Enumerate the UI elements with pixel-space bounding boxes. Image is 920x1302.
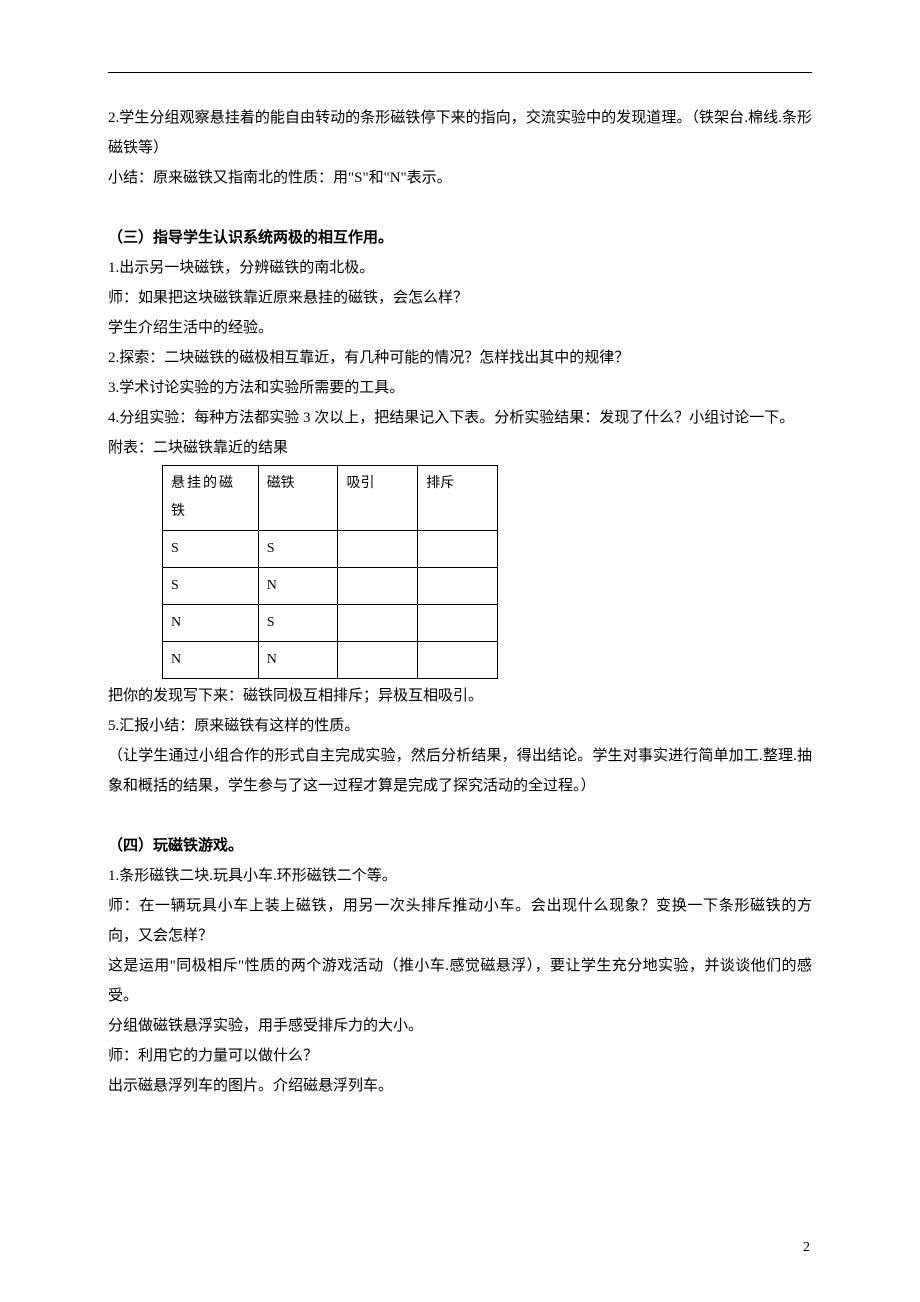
body-paragraph: 5.汇报小结：原来磁铁有这样的性质。: [108, 711, 812, 741]
body-paragraph: 2.学生分组观察悬挂着的能自由转动的条形磁铁停下来的指向，交流实验中的发现道理。…: [108, 103, 812, 163]
body-paragraph: 把你的发现写下来：磁铁同极互相排斥；异极互相吸引。: [108, 681, 812, 711]
section-3-header: （三）指导学生认识系统两极的相互作用。: [108, 223, 812, 253]
body-paragraph: 分组做磁铁悬浮实验，用手感受排斥力的大小。: [108, 1011, 812, 1041]
table-row: N S: [163, 605, 498, 642]
body-paragraph: 出示磁悬浮列车的图片。介绍磁悬浮列车。: [108, 1071, 812, 1101]
table-cell: N: [258, 568, 338, 605]
body-paragraph: 学生介绍生活中的经验。: [108, 313, 812, 343]
body-paragraph: 小结：原来磁铁又指南北的性质：用"S"和"N"表示。: [108, 163, 812, 193]
body-paragraph: 师：在一辆玩具小车上装上磁铁，用另一次头排斥推动小车。会出现什么现象？变换一下条…: [108, 891, 812, 951]
table-cell: [338, 642, 418, 679]
blank-line: [108, 193, 812, 223]
table-cell: N: [258, 642, 338, 679]
table-cell: [418, 568, 498, 605]
table-header-cell: 吸引: [338, 466, 418, 531]
page-number: 2: [803, 1234, 810, 1262]
results-table: 悬挂的磁铁 磁铁 吸引 排斥 S S S N N S: [162, 465, 498, 679]
section-4-header: （四）玩磁铁游戏。: [108, 831, 812, 861]
top-rule: [108, 72, 812, 73]
table-cell: S: [258, 605, 338, 642]
body-paragraph: 这是运用"同极相斥"性质的两个游戏活动（推小车.感觉磁悬浮），要让学生充分地实验…: [108, 951, 812, 1011]
table-row: N N: [163, 642, 498, 679]
table-cell: [338, 531, 418, 568]
body-paragraph: 3.学术讨论实验的方法和实验所需要的工具。: [108, 373, 812, 403]
table-header-cell: 排斥: [418, 466, 498, 531]
table-cell: [418, 605, 498, 642]
table-cell: [418, 531, 498, 568]
body-paragraph: （让学生通过小组合作的形式自主完成实验，然后分析结果，得出结论。学生对事实进行简…: [108, 741, 812, 801]
body-paragraph: 4.分组实验：每种方法都实验 3 次以上，把结果记入下表。分析实验结果：发现了什…: [108, 403, 812, 433]
table-cell: [338, 568, 418, 605]
body-paragraph: 1.条形磁铁二块.玩具小车.环形磁铁二个等。: [108, 861, 812, 891]
body-paragraph: 附表：二块磁铁靠近的结果: [108, 433, 812, 463]
body-paragraph: 2.探索：二块磁铁的磁极相互靠近，有几种可能的情况？怎样找出其中的规律？: [108, 343, 812, 373]
body-paragraph: 师：如果把这块磁铁靠近原来悬挂的磁铁，会怎么样？: [108, 283, 812, 313]
table-cell: S: [163, 531, 259, 568]
table-cell: S: [163, 568, 259, 605]
table-header-row: 悬挂的磁铁 磁铁 吸引 排斥: [163, 466, 498, 531]
table-header-cell: 悬挂的磁铁: [163, 466, 259, 531]
page-content: 2.学生分组观察悬挂着的能自由转动的条形磁铁停下来的指向，交流实验中的发现道理。…: [0, 0, 920, 1151]
body-paragraph: 师：利用它的力量可以做什么？: [108, 1041, 812, 1071]
table-header-cell: 磁铁: [258, 466, 338, 531]
table-cell: S: [258, 531, 338, 568]
body-paragraph: 1.出示另一块磁铁，分辨磁铁的南北极。: [108, 253, 812, 283]
results-table-wrap: 悬挂的磁铁 磁铁 吸引 排斥 S S S N N S: [108, 465, 812, 679]
table-cell: N: [163, 605, 259, 642]
table-cell: N: [163, 642, 259, 679]
table-row: S N: [163, 568, 498, 605]
table-cell: [338, 605, 418, 642]
table-row: S S: [163, 531, 498, 568]
table-cell: [418, 642, 498, 679]
blank-line: [108, 801, 812, 831]
